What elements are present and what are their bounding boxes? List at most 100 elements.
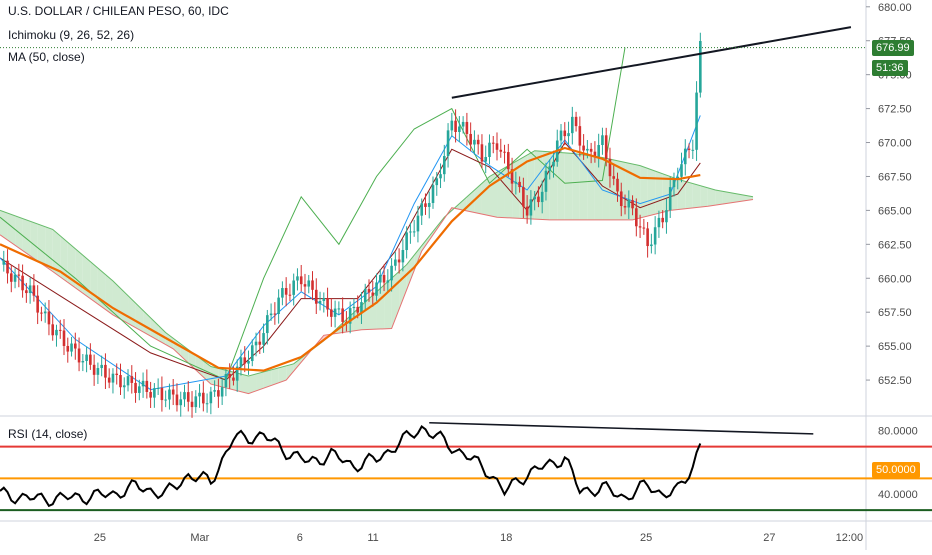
candle-body-up	[401, 250, 405, 263]
candle-body-down	[160, 387, 164, 401]
candle-body-down	[612, 176, 616, 179]
kumo-cloud-bullish	[406, 255, 415, 290]
candle-body-up	[43, 311, 47, 314]
candle-body-down	[145, 380, 149, 392]
time-axis-label: 27	[763, 532, 775, 544]
kumo-cloud-bullish	[594, 156, 603, 220]
candle-body-up	[85, 354, 88, 361]
candle-body-up	[431, 185, 435, 204]
candle-body-down	[217, 390, 220, 397]
candle-body-up	[683, 148, 687, 165]
candle-body-up	[318, 300, 322, 304]
candle-body-up	[179, 399, 183, 406]
kumo-cloud-bullish	[655, 171, 663, 215]
candle-body-up	[412, 231, 416, 233]
candle-body-down	[202, 392, 205, 404]
kumo-cloud-bullish	[564, 152, 573, 220]
candle-body-down	[119, 374, 122, 388]
candle-body-up	[676, 176, 680, 179]
candle-body-down	[522, 187, 525, 207]
candle-body-up	[665, 210, 668, 223]
candle-body-down	[604, 135, 608, 159]
candle-body-up	[442, 156, 446, 175]
candle-body-down	[642, 227, 646, 229]
time-axis-label: 11	[367, 532, 378, 544]
kumo-cloud-bullish	[730, 192, 738, 203]
time-axis-label: 25	[640, 532, 652, 544]
candle-body-down	[21, 275, 24, 291]
kumo-cloud-bullish	[715, 190, 723, 206]
candle-body-down	[623, 206, 627, 208]
candle-body-up	[269, 313, 273, 316]
candle-body-down	[58, 329, 62, 331]
price-axis-label: 655.00	[878, 341, 912, 353]
kumo-cloud-bullish	[293, 358, 302, 372]
rsi-midline-tag: 50.0000	[872, 462, 920, 478]
candle-body-down	[503, 151, 506, 153]
kumo-cloud-bullish	[286, 363, 294, 381]
candle-body-down	[17, 274, 21, 276]
kumo-cloud-bullish	[278, 365, 287, 383]
price-axis-label: 670.00	[878, 138, 912, 150]
candle-body-up	[247, 361, 250, 364]
candle-body-up	[567, 133, 570, 137]
candle-body-down	[525, 206, 529, 216]
candle-body-up	[352, 306, 356, 309]
candle-body-up	[153, 388, 156, 398]
candle-body-up	[657, 217, 661, 228]
candle-body-down	[491, 142, 495, 144]
candle-body-up	[446, 130, 450, 157]
kumo-cloud-bullish	[474, 183, 482, 215]
candle-body-down	[186, 392, 190, 402]
candle-body-up	[405, 232, 408, 251]
price-axis-label: 660.00	[878, 273, 912, 285]
kumo-cloud-bullish	[7, 213, 16, 246]
candle-body-down	[74, 343, 77, 349]
candle-body-up	[571, 116, 574, 134]
kumo-cloud-bullish	[481, 176, 490, 216]
last-price-tag: 676.99	[872, 40, 914, 56]
rsi-trendline	[429, 421, 814, 435]
candle-body-up	[205, 403, 209, 405]
kumo-cloud-bullish	[263, 369, 272, 389]
candle-body-up	[473, 139, 476, 145]
candle-body-down	[40, 312, 43, 314]
price-trendline	[451, 26, 852, 99]
candle-body-down	[47, 311, 51, 325]
price-axis-label: 652.50	[878, 375, 912, 387]
candle-body-up	[254, 341, 258, 346]
kumo-cloud-bullish	[557, 152, 565, 220]
time-axis-label: 12:00	[836, 532, 864, 544]
candle-body-down	[537, 196, 540, 203]
candle-body-up	[627, 200, 631, 208]
candle-body-up	[450, 120, 454, 131]
candle-body-up	[239, 357, 243, 367]
candle-body-up	[691, 149, 695, 151]
candle-body-down	[510, 169, 514, 184]
candle-body-up	[435, 178, 439, 186]
candle-body-up	[156, 387, 160, 389]
candle-body-down	[367, 288, 371, 293]
kumo-cloud-bullish	[271, 367, 279, 386]
chart-title: U.S. DOLLAR / CHILEAN PESO, 60, IDC	[8, 4, 229, 18]
candle-body-down	[92, 364, 96, 375]
candle-body-down	[469, 133, 472, 145]
candle-body-down	[593, 151, 597, 157]
price-axis-label: 665.00	[878, 205, 912, 217]
kumo-cloud-bullish	[15, 215, 23, 251]
candle-body-down	[107, 377, 111, 383]
kumo-cloud-bullish	[572, 153, 580, 220]
candle-body-up	[439, 174, 442, 179]
candle-body-up	[586, 148, 589, 151]
candle-body-up	[100, 364, 103, 369]
candle-body-up	[650, 244, 653, 247]
candle-body-down	[330, 309, 333, 317]
senkou-span-a-line	[0, 150, 754, 377]
candle-body-down	[356, 306, 359, 313]
candle-body-up	[559, 130, 563, 141]
tenkan-sen-line	[0, 115, 701, 391]
candle-body-down	[476, 139, 480, 145]
candle-body-down	[638, 226, 642, 228]
